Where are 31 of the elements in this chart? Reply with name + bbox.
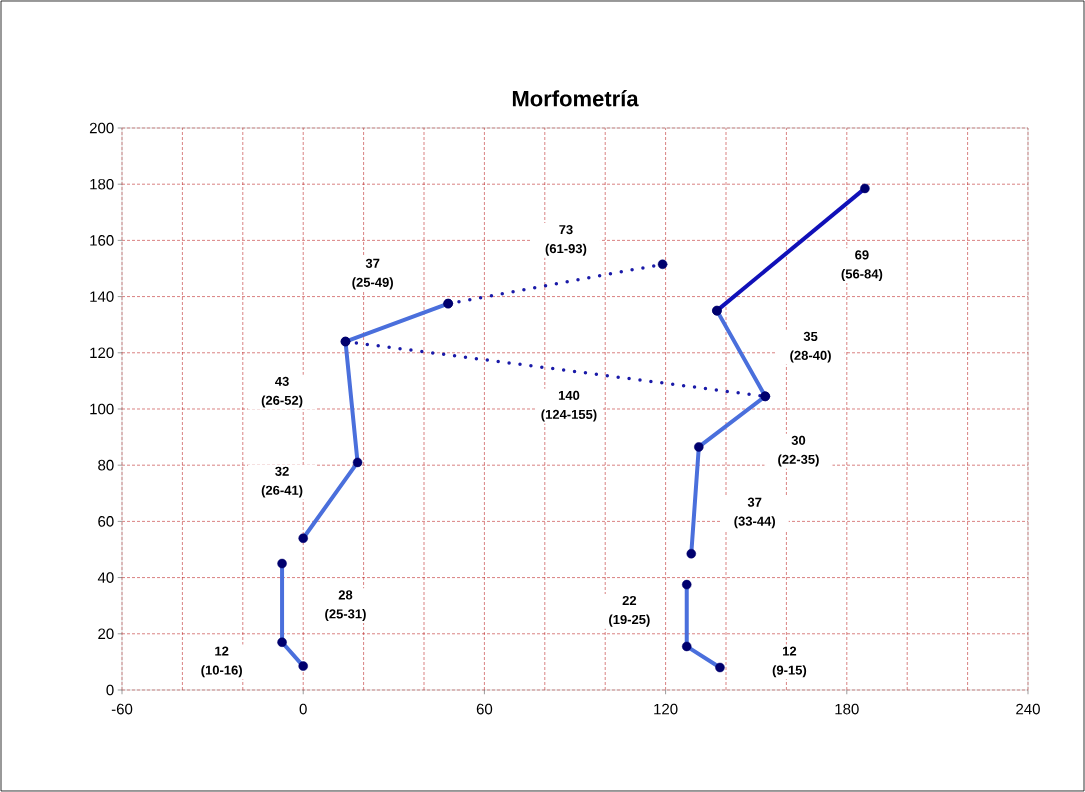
annotation: 37 (25-49) xyxy=(352,258,393,290)
annotation: 32 (26-41) xyxy=(261,466,303,498)
y-tick-label: 140 xyxy=(90,291,114,302)
y-tick-label: 0 xyxy=(106,684,114,696)
chart-title: Morfometría xyxy=(512,90,639,107)
annotation: 37 (33-44) xyxy=(734,497,775,529)
x-tick-label: 0 xyxy=(299,703,307,715)
annotation: 12 (9-15) xyxy=(772,646,807,678)
annotation: 69 (56-84) xyxy=(841,250,883,282)
x-tick-label: 120 xyxy=(654,703,678,715)
y-tick-label: 60 xyxy=(98,516,114,527)
annotation: 12 (10-16) xyxy=(201,646,242,678)
y-tick-label: 40 xyxy=(97,572,114,583)
annotation: 30 (22-35) xyxy=(778,435,819,467)
x-tick-label: -60 xyxy=(111,703,133,715)
x-tick-label: 180 xyxy=(835,703,859,715)
annotation: 35 (28-40) xyxy=(790,331,831,363)
x-tick-label: 60 xyxy=(476,703,493,715)
y-tick-label: 160 xyxy=(90,235,114,246)
annotation: 43 (26-52) xyxy=(261,376,303,408)
y-tick-label: 20 xyxy=(98,628,114,640)
y-tick-label: 120 xyxy=(90,347,114,359)
annotation: 73 (61-93) xyxy=(545,225,587,256)
y-tick-label: 80 xyxy=(98,459,114,471)
annotation: 28 (25-31) xyxy=(325,590,366,622)
annotation: 22 (19-25) xyxy=(609,595,650,627)
y-tick-label: 180 xyxy=(90,178,114,190)
y-tick-label: 100 xyxy=(90,403,114,415)
x-tick-label: 240 xyxy=(1016,703,1040,715)
y-tick-label: 200 xyxy=(89,122,114,134)
annotation: 140 (124-155) xyxy=(541,390,597,422)
